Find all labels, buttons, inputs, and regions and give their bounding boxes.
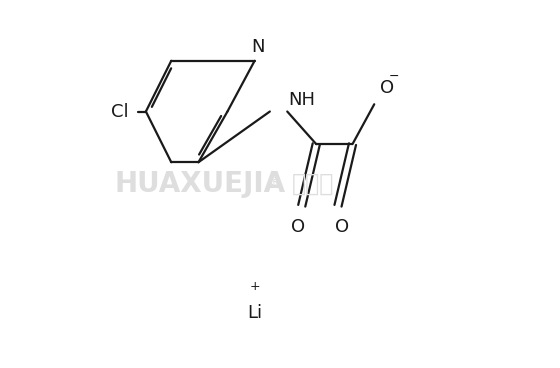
Text: Cl: Cl — [111, 103, 128, 120]
Text: ®: ® — [268, 176, 281, 189]
Text: N: N — [251, 38, 264, 56]
Text: 化学家: 化学家 — [291, 172, 334, 196]
Text: O: O — [334, 219, 349, 236]
Text: HUAXUEJIA: HUAXUEJIA — [115, 170, 286, 198]
Text: −: − — [389, 70, 399, 82]
Text: O: O — [380, 79, 394, 97]
Text: NH: NH — [288, 91, 315, 109]
Text: Li: Li — [247, 304, 262, 322]
Text: +: + — [249, 280, 260, 293]
Text: O: O — [291, 219, 305, 236]
